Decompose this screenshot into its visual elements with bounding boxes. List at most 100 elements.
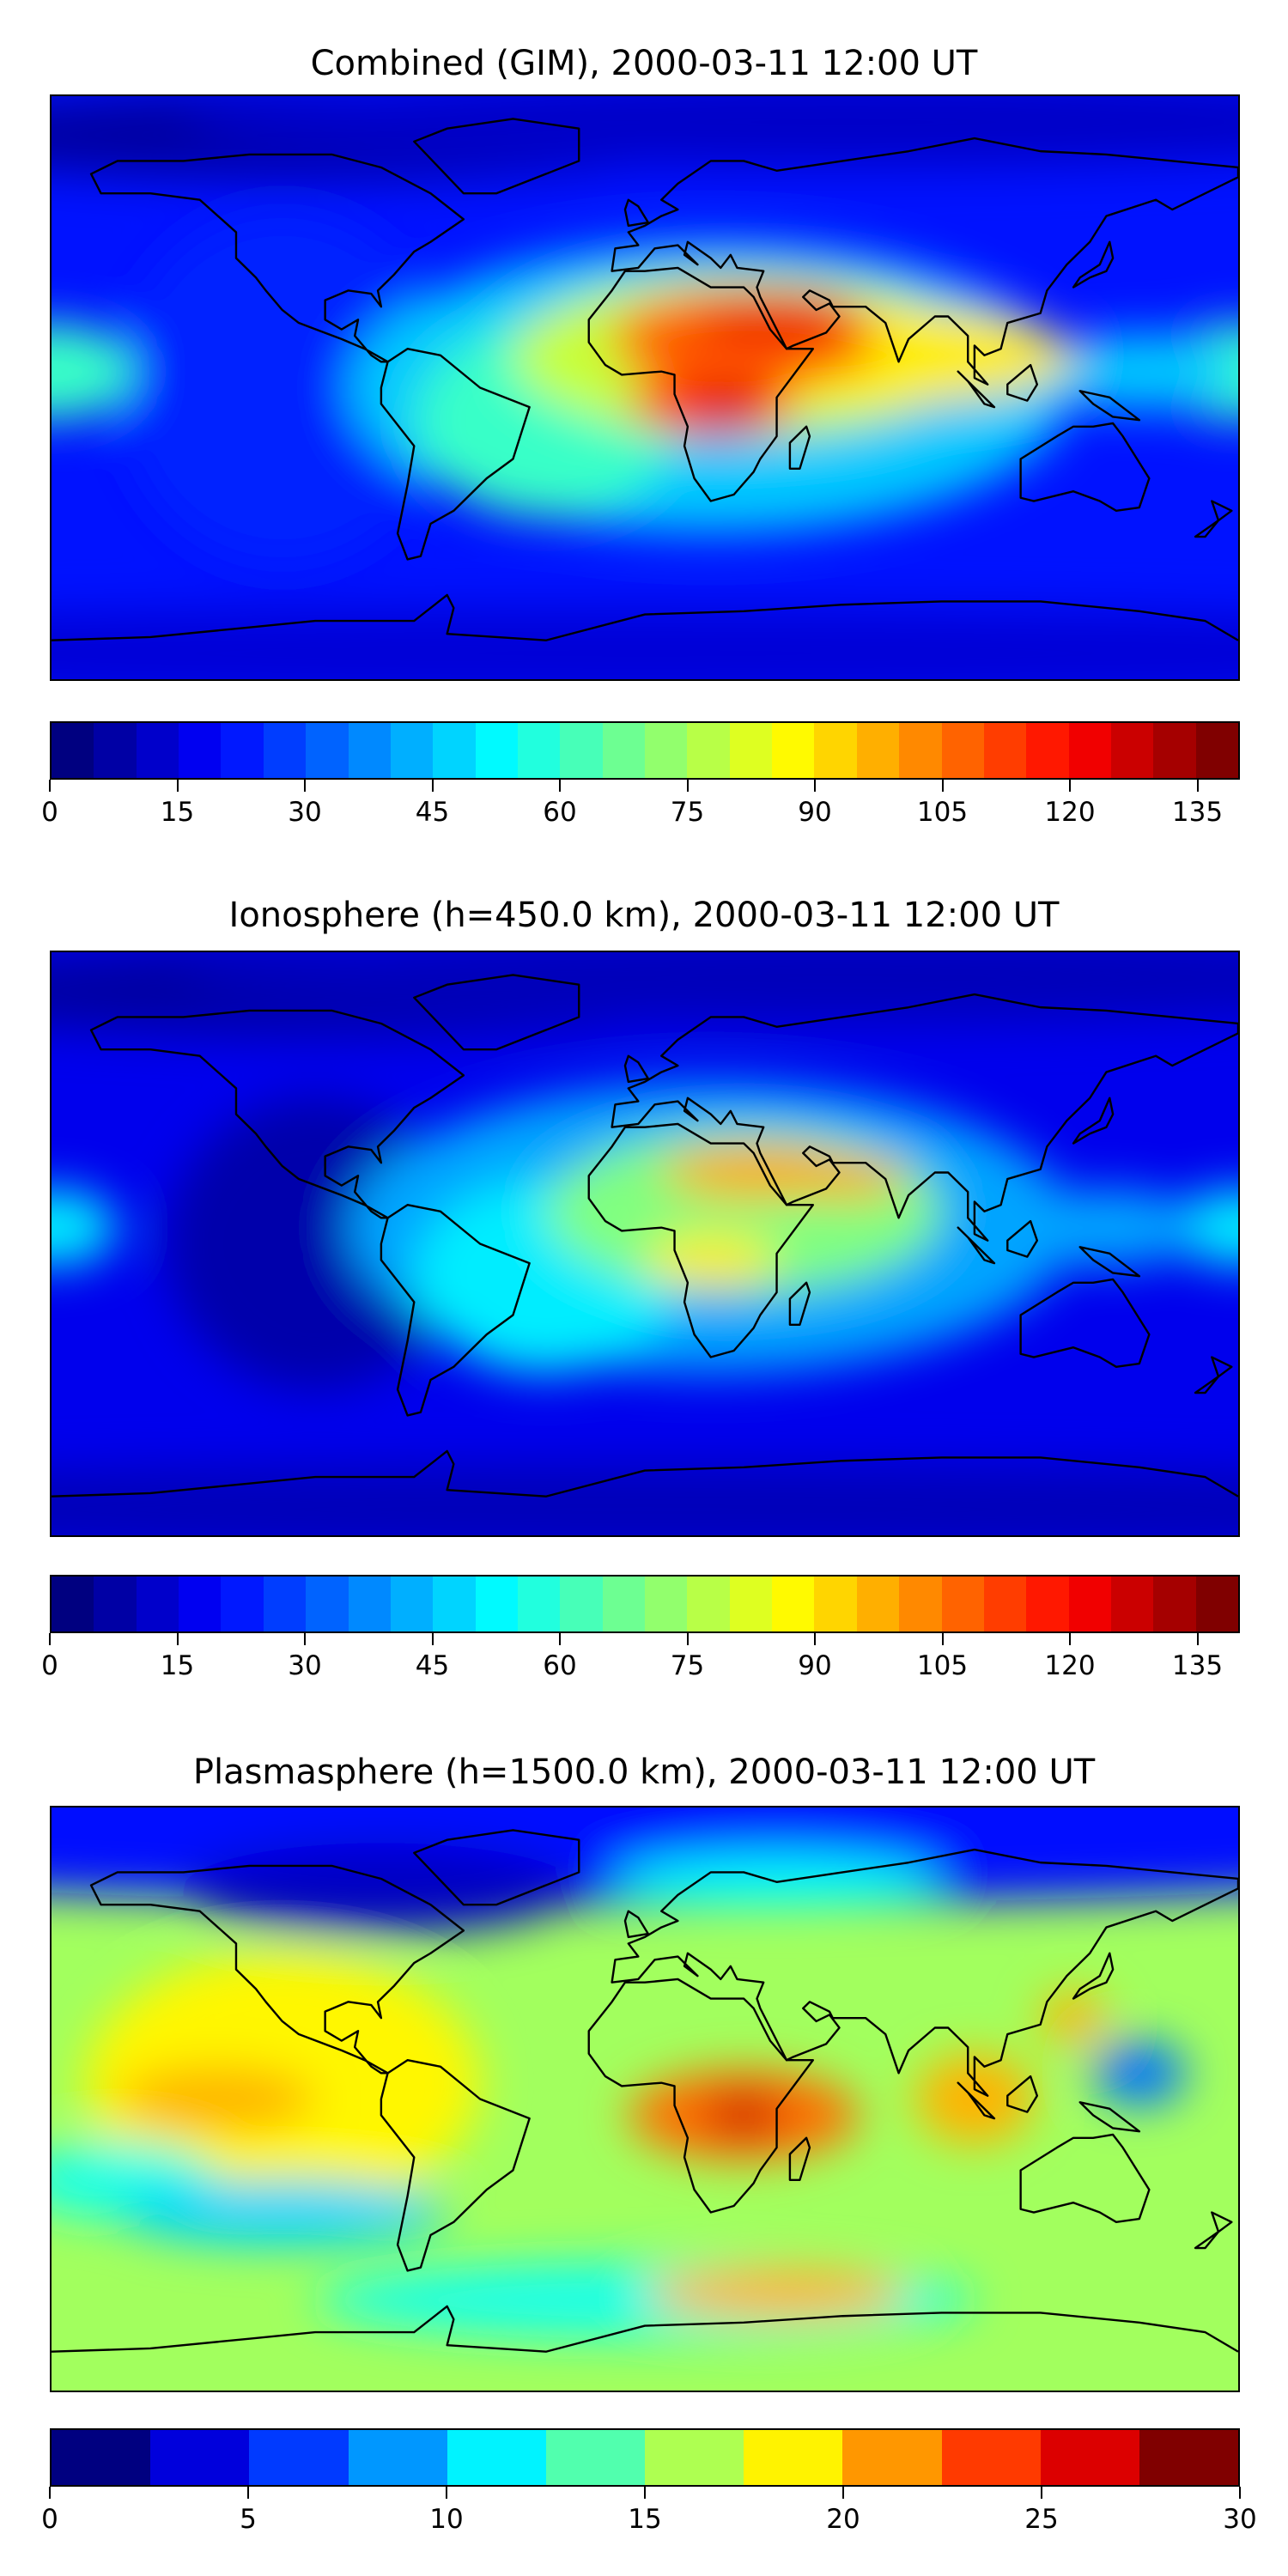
colorbar-ionosphere [50, 1575, 1240, 1633]
colorbar-tick [814, 1633, 816, 1645]
colorbar-tick [1239, 2487, 1241, 2499]
colorbar-tick [49, 780, 51, 792]
colorbar-segment [899, 723, 942, 778]
colorbar-tick [49, 1633, 51, 1645]
coastline-japan [1073, 1953, 1113, 1999]
coastline-borneo [1007, 2076, 1037, 2111]
field-feature [52, 1188, 118, 1267]
colorbar-segment [1195, 723, 1239, 778]
colorbar-tick [176, 780, 179, 792]
colorbar-ticks-plasmasphere: 0 5 10 15 20 25 30 [41, 2487, 1257, 2555]
field-feature [52, 1464, 1238, 1535]
colorbar-plasmasphere [50, 2428, 1240, 2487]
colorbar-segment [856, 723, 900, 778]
colorbar-segment [645, 2430, 744, 2485]
colorbar-tick-label: 15 [628, 2504, 662, 2535]
colorbar-tick-label: 75 [670, 797, 705, 828]
colorbar-segment [390, 1577, 434, 1631]
colorbar-segment [1195, 1577, 1239, 1631]
colorbar-tick [686, 1633, 689, 1645]
field-feature [183, 96, 1238, 167]
colorbar-segment [433, 723, 476, 778]
colorbar-segment [941, 2430, 1041, 2485]
colorbar-segment [221, 723, 264, 778]
colorbar-segment [348, 1577, 391, 1631]
coastline-madagascar [790, 427, 810, 469]
coastline-africa [589, 1979, 813, 2213]
field-feature [645, 2267, 909, 2320]
colorbar-segment [983, 723, 1027, 778]
colorbar-tick-label: 0 [41, 2504, 58, 2535]
coastline-africa [589, 268, 813, 501]
colorbar-segment [941, 1577, 984, 1631]
colorbar-tick [1069, 780, 1071, 792]
colorbar-segment [1110, 1577, 1154, 1631]
colorbar-tick [304, 1633, 306, 1645]
colorbar-tick [559, 780, 561, 792]
field-contours [52, 96, 1238, 679]
field-feature [611, 1852, 942, 1905]
colorbar-segment [517, 1577, 561, 1631]
coastline-antarctica [52, 595, 1238, 641]
colorbar-segment [1026, 723, 1069, 778]
colorbar-segment [52, 2430, 151, 2485]
coastline-madagascar [790, 2138, 810, 2180]
field-feature [117, 210, 447, 566]
colorbar-tick-label: 5 [240, 2504, 257, 2535]
colorbar-tick-label: 10 [429, 2504, 464, 2535]
colorbar-segment [306, 723, 349, 778]
colorbar-tick [941, 1633, 944, 1645]
colorbar-tick [644, 2487, 646, 2499]
colorbar-tick [941, 780, 944, 792]
field-feature [183, 952, 1238, 1024]
map-canvas [52, 96, 1238, 679]
coastline-africa [589, 1124, 813, 1358]
colorbar-tick-label: 60 [543, 797, 577, 828]
field-feature [52, 323, 134, 421]
colorbar-combined [50, 721, 1240, 780]
coastline-madagascar [790, 1283, 810, 1325]
coastline-new-guinea [1080, 2102, 1139, 2131]
panel-title-ionosphere: Ionosphere (h=450.0 km), 2000-03-11 12:0… [228, 896, 1060, 935]
coastline-japan [1073, 242, 1113, 288]
colorbar-segment [1068, 1577, 1111, 1631]
colorbar-tick [431, 1633, 434, 1645]
colorbar-segment [560, 1577, 603, 1631]
colorbar-segment [687, 1577, 730, 1631]
coastline-greenland [414, 118, 579, 193]
colorbar-segment [306, 1577, 349, 1631]
field-feature [776, 1159, 909, 1199]
colorbar-segment [814, 1577, 857, 1631]
colorbar-segment [729, 1577, 773, 1631]
colorbar-segment [772, 1577, 815, 1631]
map-canvas [52, 952, 1238, 1535]
colorbar-tick [1196, 1633, 1199, 1645]
panel-title-combined: Combined (GIM), 2000-03-11 12:00 UT [310, 44, 978, 83]
colorbar-segment [94, 1577, 137, 1631]
colorbar-segment [1139, 2430, 1239, 2485]
field-feature [704, 2095, 784, 2135]
colorbar-tick [559, 1633, 561, 1645]
colorbar-tick [49, 2487, 51, 2499]
field-contours [52, 1807, 1238, 2339]
field-feature [694, 290, 860, 343]
colorbar-tick-label: 120 [1044, 797, 1096, 828]
colorbar-tick [1069, 1633, 1071, 1645]
colorbar-ticks-ionosphere: 0 15 30 45 60 75 90 105 120 135 [41, 1633, 1240, 1702]
colorbar-segment [390, 723, 434, 778]
colorbar-segment [1153, 1577, 1196, 1631]
map-combined [50, 94, 1240, 681]
colorbar-segment [433, 1577, 476, 1631]
colorbar-segment [842, 2430, 942, 2485]
map-plasmasphere [50, 1806, 1240, 2392]
colorbar-segment [348, 2430, 447, 2485]
colorbar-tick [1196, 780, 1199, 792]
colorbar-segment [1068, 723, 1111, 778]
colorbar-segment [1040, 2430, 1139, 2485]
colorbar-tick-label: 0 [41, 797, 58, 828]
coastline-eurasia [612, 1850, 1238, 2096]
coastline-sumatra [958, 372, 994, 407]
coastline-greenland [414, 975, 579, 1049]
field-feature [645, 1234, 777, 1286]
coastlines [52, 1830, 1238, 2351]
